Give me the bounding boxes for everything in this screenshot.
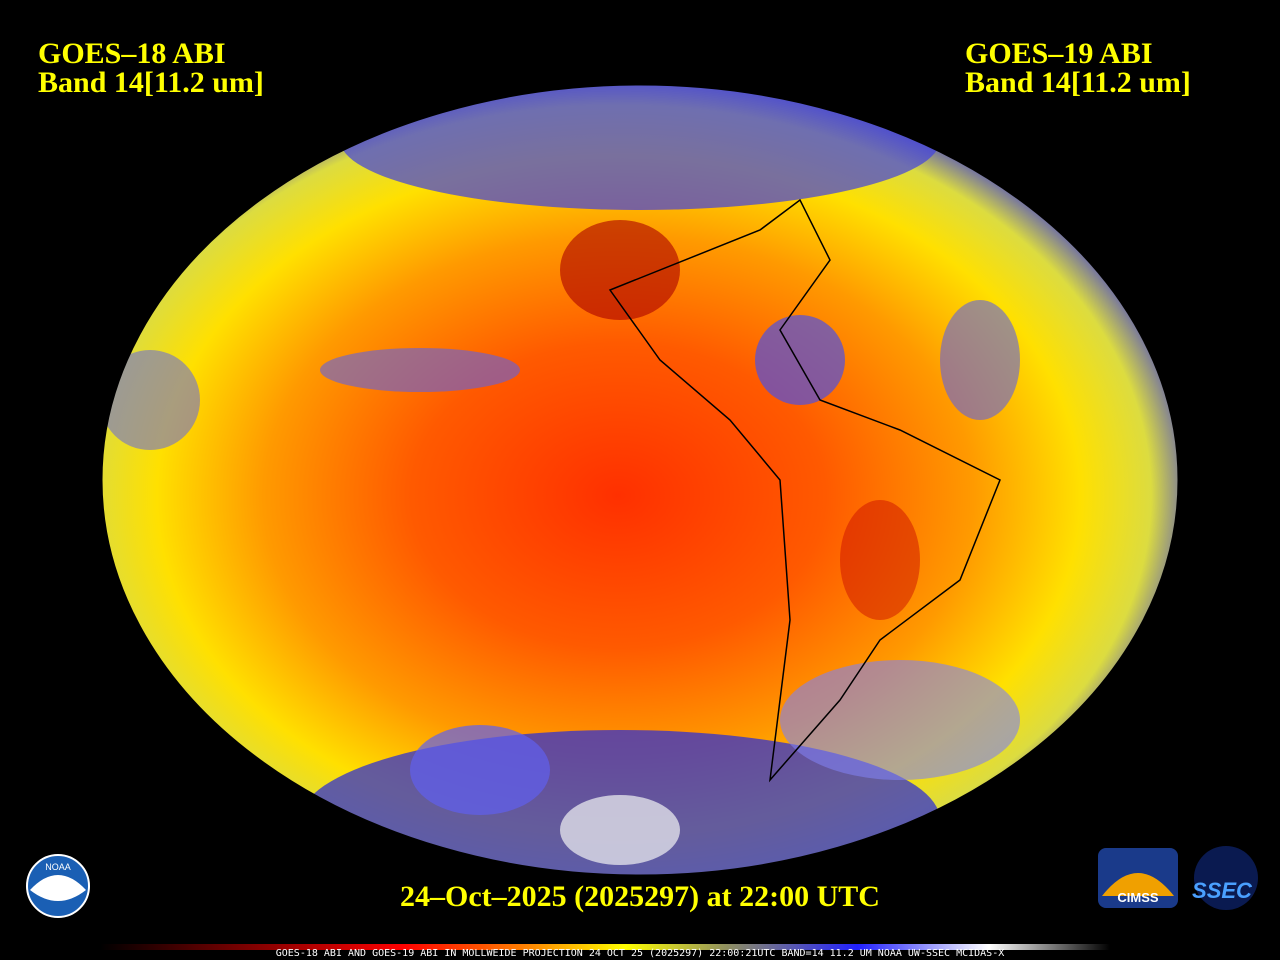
ssec-text: SSEC <box>1192 878 1253 903</box>
color-bar <box>100 944 1110 950</box>
cimss-text: CIMSS <box>1117 890 1159 905</box>
ssec-logo: SSEC <box>1192 846 1258 910</box>
left-satellite: GOES–18 ABI <box>38 37 226 70</box>
noaa-logo: NOAA <box>26 854 90 918</box>
left-band: Band 14[11.2 um] <box>38 66 264 99</box>
timestamp: 24–Oct–2025 (2025297) at 22:00 UTC <box>400 880 880 913</box>
cimss-logo: CIMSS <box>1098 848 1178 908</box>
right-satellite: GOES–19 ABI <box>965 37 1153 70</box>
right-band: Band 14[11.2 um] <box>965 66 1191 99</box>
footer-caption: GOES-18 ABI AND GOES-19 ABI IN MOLLWEIDE… <box>276 948 1004 959</box>
noaa-text: NOAA <box>45 862 71 872</box>
